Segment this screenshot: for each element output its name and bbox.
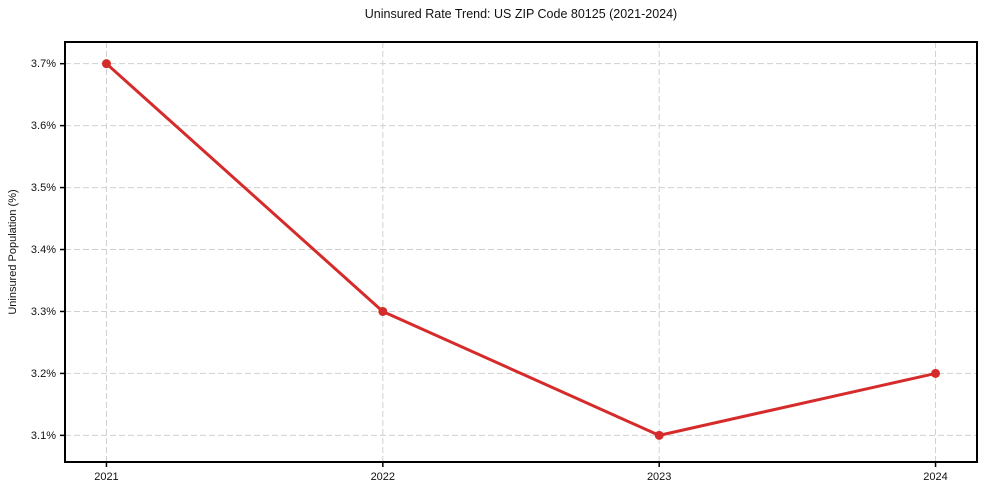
x-tick-label: 2024 [923, 471, 947, 483]
y-tick-label: 3.4% [31, 244, 56, 256]
x-tick-label: 2023 [647, 471, 671, 483]
data-line [104, 62, 938, 437]
data-point-marker [654, 430, 664, 440]
data-point-marker [931, 368, 941, 378]
y-tick-label: 3.6% [31, 120, 56, 132]
x-tick-label: 2021 [94, 471, 118, 483]
y-tick-label: 3.5% [31, 182, 56, 194]
x-tick-label: 2022 [371, 471, 395, 483]
chart-title: Uninsured Rate Trend: US ZIP Code 80125 … [364, 7, 678, 21]
y-tick-label: 3.1% [31, 430, 56, 442]
y-tick-label: 3.3% [31, 306, 56, 318]
y-tick-label: 3.2% [31, 368, 56, 380]
data-point-marker [378, 306, 388, 316]
data-point-marker [101, 59, 111, 69]
y-tick-label: 3.7% [31, 58, 56, 70]
plot-border [64, 41, 978, 463]
